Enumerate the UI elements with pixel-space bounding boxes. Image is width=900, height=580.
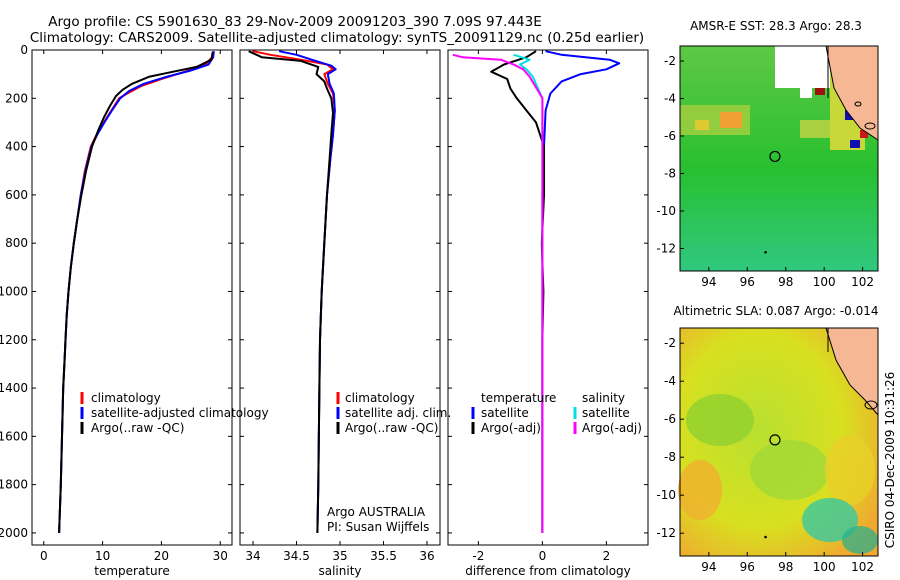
y-tick-label: 0: [20, 43, 28, 57]
map-y-tick-label: -10: [656, 204, 676, 218]
y-tick-label: 600: [5, 188, 28, 202]
series-line-clim: [58, 51, 215, 533]
panel-salinity: 34 34.5 35 35.5 36 salinity: [239, 49, 441, 578]
legend-diff-temp-sat: satellite: [481, 406, 529, 420]
y-tick-label: 1800: [0, 478, 28, 492]
x-tick-label: 0: [40, 549, 48, 563]
legend-diff-temp-heading: temperature: [481, 391, 556, 405]
map-x-tick-label: 96: [740, 275, 755, 289]
argo-position-marker: [769, 150, 781, 163]
y-tick-label: 1200: [0, 333, 28, 347]
map-y-tick-label: -12: [656, 242, 676, 256]
y-tick-label: 200: [5, 91, 28, 105]
legend-diff-sal-argo: Argo(-adj): [582, 421, 642, 435]
map-x-tick-label: 96: [740, 560, 755, 574]
profile-panels: 0 10 20 30020040060080010001200140016001800…: [0, 43, 649, 578]
sst-map: [679, 45, 879, 272]
map-x-tick-label: 98: [778, 275, 793, 289]
plot-frame: [239, 49, 441, 546]
legend-sal-clim: climatology: [345, 391, 415, 405]
legend-diff-sal-sat: satellite: [582, 406, 630, 420]
map-y-tick-label: -12: [656, 526, 676, 540]
map-y-tick-label: -6: [664, 129, 676, 143]
map-y-tick-label: -10: [656, 488, 676, 502]
legend-temp-sat: satellite-adjusted climatology: [91, 406, 269, 420]
series-line-magenta: [452, 53, 544, 533]
plot-frame: [31, 49, 233, 546]
title-line-2: Climatology: CARS2009. Satellite-adjuste…: [30, 30, 644, 46]
series-line-sat: [58, 51, 215, 533]
x-tick-label: 30: [213, 549, 228, 563]
legend-salinity: climatology satellite adj. clim. Argo(..…: [327, 391, 451, 534]
sla-map: [678, 327, 879, 557]
panel-temperature: 0 10 20 30 0 200 400 600 800 1000 1200 1400 1600 1800…: [0, 43, 233, 578]
x-axis-label: temperature: [94, 564, 169, 578]
x-tick-label: 35: [332, 549, 347, 563]
y-tick-label: 800: [5, 236, 28, 250]
legend-temperature: climatology satellite-adjusted climatolo…: [80, 391, 269, 435]
x-tick-label: -2: [472, 549, 484, 563]
map-x-tick-label: 100: [813, 275, 836, 289]
sla-map-title: Altimetric SLA: 0.087 Argo: -0.014: [673, 304, 878, 318]
x-tick-label: 34.5: [283, 549, 310, 563]
y-tick-label: 1000: [0, 284, 28, 298]
series-line-argo: [248, 50, 334, 533]
legend-temp-argo: Argo(..raw -QC): [91, 421, 184, 435]
legend-temp-clim: climatology: [91, 391, 161, 405]
island-dot: [764, 535, 767, 539]
legend-sal-argo: Argo(..raw -QC): [345, 421, 438, 435]
x-tick-label: 20: [154, 549, 169, 563]
y-tick-label: 2000: [0, 526, 28, 540]
legend-sal-sat: satellite adj. clim.: [345, 406, 451, 420]
map-y-tick-label: -2: [664, 336, 676, 350]
y-tick-label: 400: [5, 140, 28, 154]
x-axis-label: salinity: [318, 564, 361, 578]
map-x-tick-label: 98: [778, 560, 793, 574]
island-dot: [764, 250, 767, 254]
x-tick-label: 34: [245, 549, 260, 563]
x-tick-label: 35.5: [370, 549, 397, 563]
map-x-tick-label: 102: [851, 275, 874, 289]
map-y-tick-label: -8: [664, 450, 676, 464]
x-tick-label: 2: [603, 549, 611, 563]
title-line-1: Argo profile: CS 5901630_83 29-Nov-2009 …: [48, 14, 542, 30]
series-line-sat: [541, 50, 621, 533]
map-x-tick-label: 94: [701, 560, 716, 574]
y-tick-label: 1600: [0, 429, 28, 443]
x-tick-label: 10: [95, 549, 110, 563]
series-line-argo: [58, 52, 214, 533]
argo-position-marker: [769, 434, 781, 446]
series-line-sat: [278, 50, 337, 533]
csiro-timestamp: CSIRO 04-Dec-2009 10:31:26: [883, 372, 897, 549]
map-y-tick-label: -2: [664, 54, 676, 68]
sla-map-axes: 94 96 98 100 102 -2 -4 -6 -8 -10 -12: [656, 336, 874, 574]
map-y-tick-label: -8: [664, 167, 676, 181]
map-x-tick-label: 100: [813, 560, 836, 574]
legend-diff-temp-argo: Argo(-adj): [481, 421, 541, 435]
legend-difference: temperature satellite Argo(-adj) salinit…: [471, 391, 642, 435]
x-tick-label: 0: [539, 549, 547, 563]
x-tick-label: 36: [419, 549, 434, 563]
series-line-argo: [490, 50, 545, 533]
map-y-tick-label: -4: [664, 374, 676, 388]
legend-diff-sal-heading: salinity: [582, 391, 625, 405]
map-y-tick-label: -4: [664, 92, 676, 106]
plot-frame: [447, 49, 649, 546]
y-tick-label: 1400: [0, 381, 28, 395]
sst-map-axes: 94 96 98 100 102 -2 -4 -6 -8 -10 -12: [656, 54, 874, 289]
map-y-tick-label: -6: [664, 412, 676, 426]
pi-label: PI: Susan Wijffels: [327, 520, 429, 534]
map-x-tick-label: 94: [701, 275, 716, 289]
argo-australia-label: Argo AUSTRALIA: [327, 505, 426, 519]
sst-map-title: AMSR-E SST: 28.3 Argo: 28.3: [690, 19, 862, 33]
x-axis-label: difference from climatology: [465, 564, 631, 578]
map-x-tick-label: 102: [851, 560, 874, 574]
